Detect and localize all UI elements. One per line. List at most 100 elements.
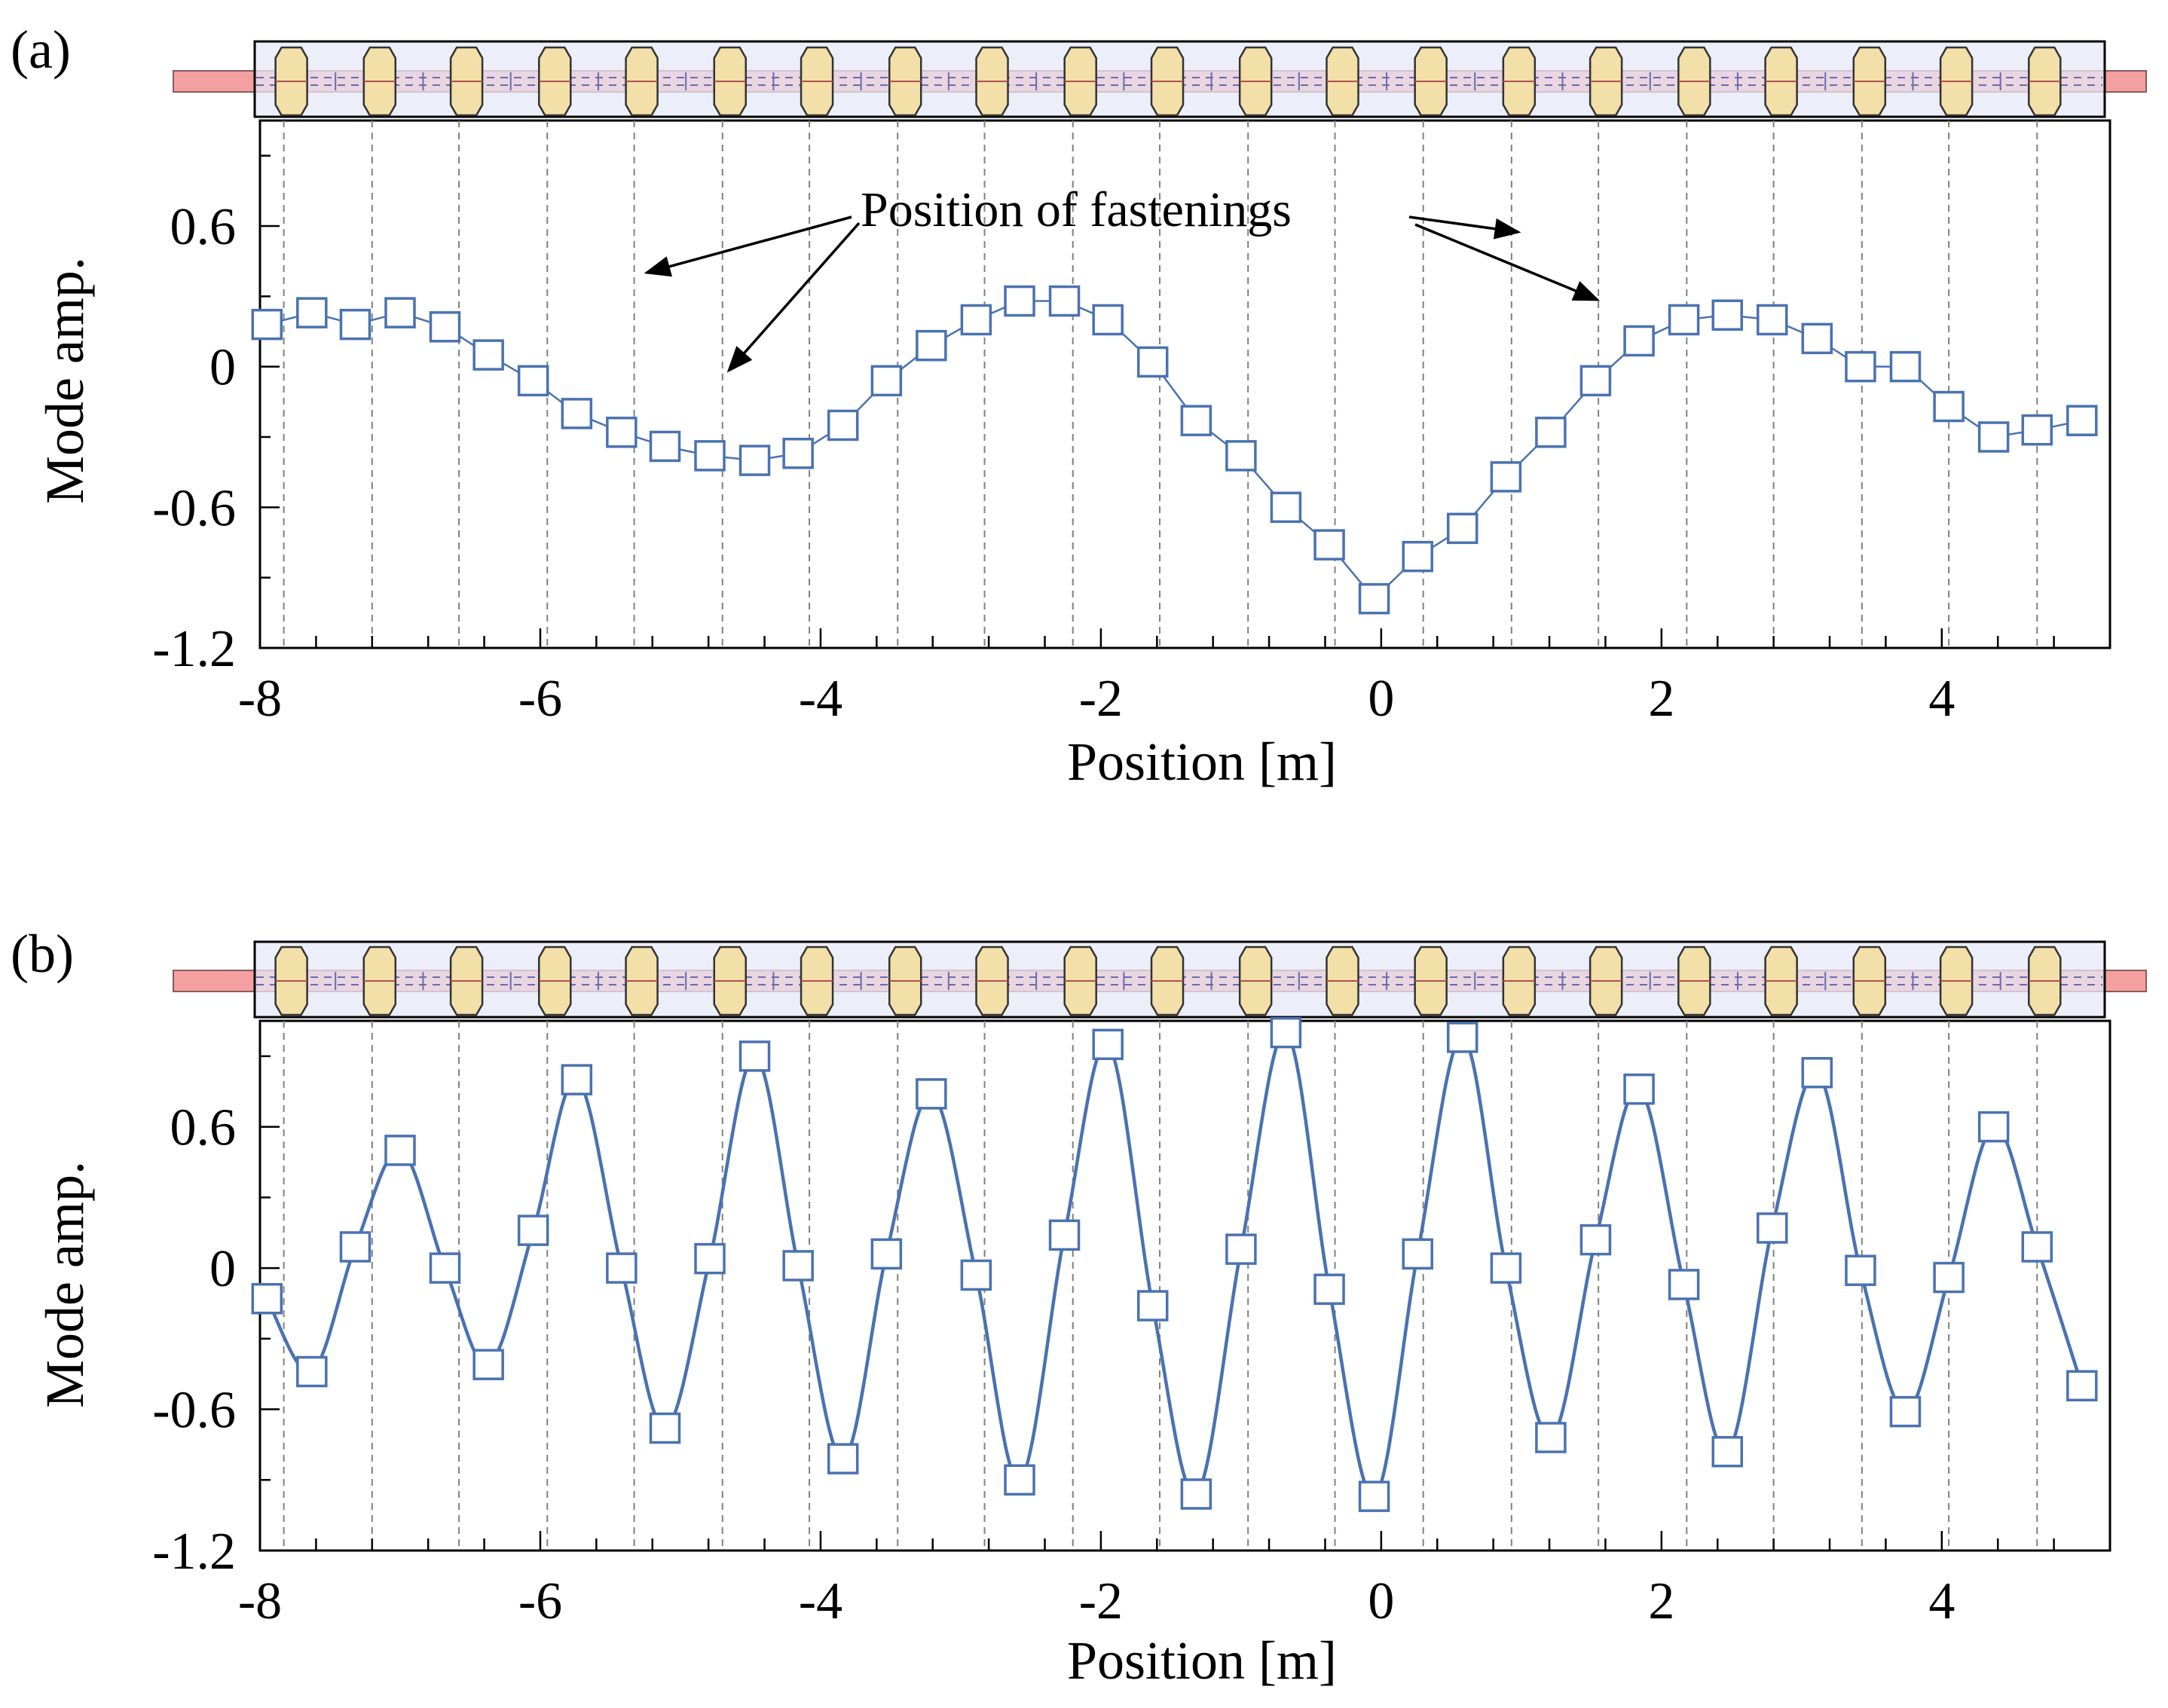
data-point: [1668, 1269, 1700, 1300]
x-tick-label: 4: [1928, 1572, 1955, 1630]
data-point: [1490, 461, 1522, 493]
data-point: [1313, 1273, 1345, 1305]
data-point: [472, 339, 504, 371]
annotation-arrow-4: [1414, 223, 1601, 301]
data-point: [561, 398, 593, 429]
data-point: [738, 1040, 771, 1072]
data-point: [2021, 414, 2053, 446]
data-point: [960, 1259, 992, 1291]
data-point: [251, 1282, 283, 1315]
data-point: [2021, 1231, 2053, 1263]
data-point: [1402, 1238, 1433, 1270]
panel-label-a: (a): [11, 20, 71, 80]
data-point: [870, 1238, 903, 1270]
y-tick-label: 0.6: [170, 198, 237, 256]
x-tick-label: -8: [238, 1572, 282, 1630]
data-point: [1668, 304, 1700, 336]
data-point: [1977, 421, 2010, 453]
data-point: [1889, 350, 1922, 383]
data-point: [1977, 1111, 2010, 1143]
x-axis-title-b: Position [m]: [1067, 1630, 1337, 1691]
data-point: [649, 1412, 681, 1444]
x-tick-label: 4: [1928, 670, 1955, 728]
y-tick-label: 0: [209, 1240, 236, 1298]
data-point: [1180, 1478, 1212, 1510]
data-point: [1092, 1028, 1124, 1060]
data-point: [1801, 322, 1833, 355]
data-point: [1004, 1464, 1035, 1496]
x-axis-title-a: Position [m]: [1067, 732, 1337, 792]
data-point: [1535, 417, 1567, 448]
data-point: [827, 409, 859, 442]
data-point: [1270, 491, 1302, 524]
data-point: [1004, 285, 1035, 317]
data-point: [1845, 1254, 1876, 1286]
panel-label-b: (b): [11, 924, 74, 984]
y-tick-label: -0.6: [152, 479, 236, 537]
data-point: [1447, 512, 1478, 545]
data-point: [1845, 350, 1876, 383]
data-point: [472, 1349, 504, 1380]
y-axis-title-a: Mode amp.: [35, 257, 95, 504]
data-point: [738, 445, 771, 476]
annotation-arrow-1: [644, 215, 852, 277]
plot-area-b: -8 -6 -4 -2 0 2 4 -1.2 -0.6 0 0.6: [152, 1016, 2111, 1630]
data-point: [296, 1355, 328, 1388]
data-point: [1933, 390, 1965, 423]
x-tick-label: -8: [238, 670, 282, 728]
x-tick-label: -6: [518, 670, 562, 728]
rail-diagram-a: [173, 40, 2147, 118]
data-point: [1757, 1212, 1788, 1244]
data-point: [649, 430, 681, 463]
data-point: [960, 304, 992, 336]
x-tick-label: -6: [518, 1572, 562, 1630]
data-point: [339, 1231, 372, 1263]
data-point: [1136, 346, 1169, 378]
data-point: [1933, 1261, 1965, 1294]
y-tick-label: 0: [209, 339, 236, 397]
data-point: [1579, 1224, 1612, 1256]
data-point: [1711, 299, 1744, 331]
data-point: [1801, 1056, 1833, 1089]
panel-a: (a) -8 -6 -4 -2 0 2 4 -1.2 -0.6 0 0.6 Position [m]…: [11, 20, 2147, 792]
plot-frame-a: [258, 119, 2111, 649]
data-point: [1402, 540, 1433, 573]
data-point: [296, 297, 328, 328]
x-tick-label: 2: [1648, 1572, 1674, 1630]
data-point: [827, 1443, 859, 1474]
data-point: [782, 1250, 814, 1282]
data-point: [870, 365, 903, 397]
x-tick-label: -4: [799, 670, 842, 728]
data-point: [1535, 1422, 1567, 1453]
y-tick-label: -1.2: [152, 1523, 236, 1581]
annotation-arrow-2: [726, 222, 861, 373]
data-point: [1048, 285, 1081, 317]
panel-b: (b) -8 -6 -4 -2 0 2 4 -1.2 -0.6 0 0.6 Position [m]…: [11, 924, 2147, 1691]
data-point: [251, 308, 283, 341]
x-tick-label: 0: [1368, 670, 1394, 728]
y-tick-label: -1.2: [152, 620, 236, 678]
data-point: [429, 311, 461, 343]
plot-area-a: -8 -6 -4 -2 0 2 4 -1.2 -0.6 0 0.6: [152, 119, 2111, 728]
rail-diagram-b: [173, 940, 2147, 1019]
y-tick-label: 0.6: [170, 1099, 237, 1157]
annotation-text: Position of fastenings: [861, 182, 1292, 237]
data-point: [1447, 1022, 1478, 1053]
data-point: [1313, 529, 1345, 561]
data-point: [916, 329, 947, 362]
data-point: [1225, 1233, 1257, 1265]
data-point: [1579, 365, 1612, 397]
series-line: [265, 1031, 2084, 1499]
data-point: [1889, 1395, 1922, 1428]
data-point: [384, 1135, 416, 1166]
data-point: [606, 417, 638, 448]
data-point: [517, 365, 549, 397]
y-tick-label: -0.6: [152, 1382, 236, 1440]
data-point: [1711, 1436, 1744, 1468]
data-point: [606, 1252, 638, 1284]
data-point: [1136, 1290, 1169, 1321]
data-point: [1490, 1252, 1522, 1284]
x-tick-label: -4: [799, 1572, 842, 1630]
data-point: [694, 440, 726, 472]
